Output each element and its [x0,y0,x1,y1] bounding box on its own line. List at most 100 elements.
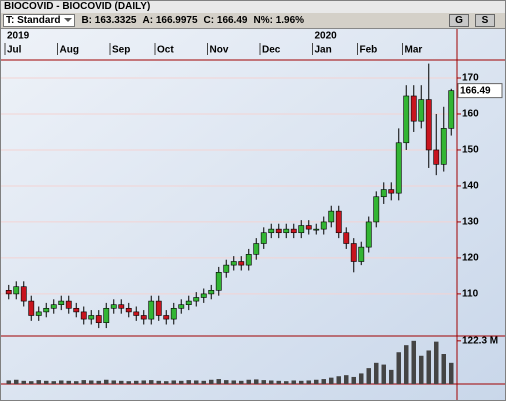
volume-bar [276,380,281,384]
candle-body [170,307,177,320]
candle-body [425,99,432,151]
candle-body [73,307,80,313]
candle-body [185,300,192,305]
volume-bar [51,381,56,384]
candle-body [163,315,170,320]
last-price-label: 166.49 [460,85,491,96]
candle-body [193,297,200,302]
x-tick-label: Jan [315,45,332,56]
volume-bar [164,381,169,384]
candle-body [260,232,267,244]
volume-bar [111,380,116,384]
volume-bar [254,379,259,384]
x-tick-label: Sep [112,45,130,56]
volume-bar [21,380,26,384]
volume-bar [96,380,101,384]
y-tick-label: 160 [462,109,479,120]
template-dropdown[interactable]: T: Standard [3,14,76,27]
x-tick-label: Oct [157,45,174,56]
candle-body [343,232,350,244]
candle-body [28,300,35,316]
y-tick-label: 120 [462,253,479,264]
volume-bar [231,380,236,384]
candle-body [358,246,365,262]
candle-body [155,300,162,316]
candle-body [403,95,410,144]
volume-bar [426,350,431,384]
candle-body [388,189,395,194]
volume-bar [141,380,146,384]
volume-bar [389,369,394,384]
candle-body [103,307,110,323]
volume-bar [321,379,326,384]
volume-bar [381,364,386,384]
g-button[interactable]: G [449,14,469,27]
candle-body [110,304,117,309]
close: C: 166.49 [203,15,248,26]
candle-body [200,293,207,298]
s-button[interactable]: S [475,14,495,27]
candle-body [215,272,222,291]
candle-body [58,300,65,305]
y-tick-label: 140 [462,181,479,192]
volume-bar [411,340,416,384]
candle-body [125,307,132,313]
volume-bar [449,362,454,384]
volume-bar [194,380,199,384]
candle-body [148,300,155,320]
candle-body [88,315,95,320]
volume-bar [434,341,439,384]
volume-bar [344,375,349,384]
volume-bar [156,380,161,384]
volume-bar [126,381,131,384]
candle-body [290,228,297,234]
volume-bar [209,379,214,384]
candle-body [95,315,102,323]
candle-body [118,304,125,309]
candle-body [208,289,215,295]
candle-body [335,210,342,234]
candle-body [320,221,327,230]
plot-background [1,29,505,400]
x-tick-label: Jul [7,45,22,56]
y-tick-label: 130 [462,217,479,228]
volume-bar [306,380,311,384]
candle-body [5,289,12,295]
year-label: 2020 [315,31,338,42]
volume-bar [59,380,64,384]
candle-body [35,311,42,316]
candle-body [13,286,20,295]
candle-body [395,142,402,194]
volume-bar [89,380,94,384]
volume-bar [29,381,34,384]
volume-bar [186,380,191,384]
volume-bar [246,379,251,384]
candle-body [268,228,275,234]
volume-bar [119,380,124,384]
window-title: BIOCOVID - BIOCOVID (DAILY) [1,1,505,13]
candle-body [50,304,57,309]
candle-body [223,264,230,273]
candle-body [350,243,357,262]
volume-bar [134,380,139,384]
y-tick-label: 170 [462,73,479,84]
candle-body [305,225,312,230]
year-label: 2019 [7,31,30,42]
x-tick-label: Feb [360,45,378,56]
y-tick-label: 110 [462,289,479,300]
volume-bar [104,379,109,384]
candle-body [230,261,237,266]
volume-bar [66,380,71,384]
volume-bar [284,381,289,384]
volume-bar [149,380,154,384]
volume-bar [224,380,229,384]
volume-bar [374,362,379,384]
candle-body [238,261,245,266]
candle-body [253,243,260,255]
volume-bar [171,380,176,384]
volume-bar [44,380,49,384]
candle-body [418,99,425,122]
volume-bar [396,352,401,384]
volume-bar [74,381,79,384]
candle-body [133,311,140,316]
